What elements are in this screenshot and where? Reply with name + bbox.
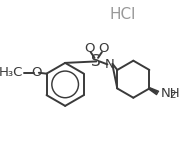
Text: H₃C: H₃C (0, 66, 23, 79)
Text: NH: NH (161, 87, 181, 100)
Text: O: O (84, 42, 94, 55)
Text: O: O (98, 42, 109, 55)
Text: O: O (31, 66, 42, 79)
Text: HCl: HCl (109, 7, 135, 22)
Text: S: S (91, 54, 101, 69)
Text: N: N (105, 58, 115, 71)
Text: 2: 2 (169, 90, 176, 100)
